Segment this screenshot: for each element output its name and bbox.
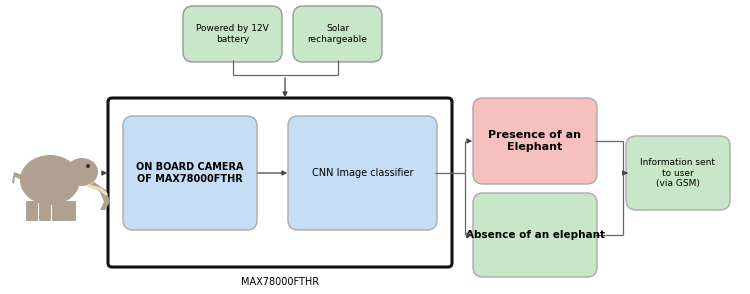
- Text: CNN Image classifier: CNN Image classifier: [312, 168, 413, 178]
- Text: Solar
rechargeable: Solar rechargeable: [308, 24, 368, 44]
- Text: Information sent
to user
(via GSM): Information sent to user (via GSM): [640, 158, 716, 188]
- FancyBboxPatch shape: [473, 98, 597, 184]
- FancyBboxPatch shape: [183, 6, 282, 62]
- FancyBboxPatch shape: [288, 116, 437, 230]
- Text: Presence of an
Elephant: Presence of an Elephant: [488, 130, 581, 152]
- Text: ON BOARD CAMERA
OF MAX78000FTHR: ON BOARD CAMERA OF MAX78000FTHR: [136, 162, 244, 184]
- Text: MAX78000FTHR: MAX78000FTHR: [241, 277, 319, 287]
- FancyBboxPatch shape: [626, 136, 730, 210]
- Ellipse shape: [66, 158, 98, 186]
- FancyBboxPatch shape: [26, 201, 38, 221]
- Text: Absence of an elephant: Absence of an elephant: [466, 230, 604, 240]
- Ellipse shape: [67, 161, 85, 183]
- FancyBboxPatch shape: [293, 6, 382, 62]
- FancyBboxPatch shape: [108, 98, 452, 267]
- Polygon shape: [12, 172, 22, 184]
- Circle shape: [86, 164, 90, 168]
- Polygon shape: [87, 184, 108, 196]
- Text: Powered by 12V
battery: Powered by 12V battery: [196, 24, 268, 44]
- FancyBboxPatch shape: [39, 201, 51, 221]
- FancyBboxPatch shape: [64, 201, 76, 221]
- Polygon shape: [90, 182, 110, 210]
- Ellipse shape: [20, 155, 80, 205]
- FancyBboxPatch shape: [52, 201, 64, 221]
- FancyBboxPatch shape: [123, 116, 257, 230]
- FancyBboxPatch shape: [473, 193, 597, 277]
